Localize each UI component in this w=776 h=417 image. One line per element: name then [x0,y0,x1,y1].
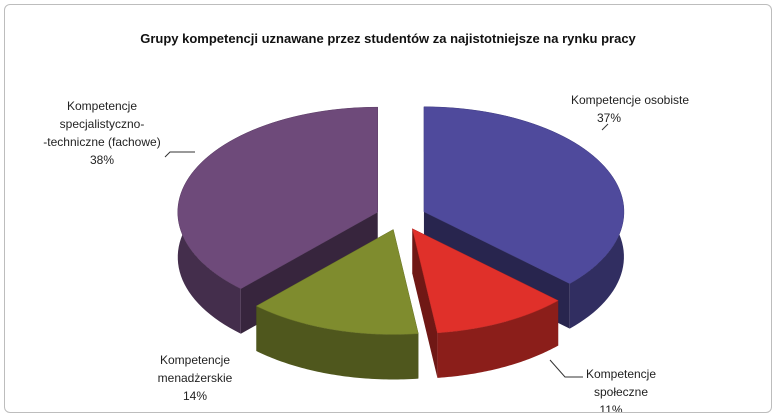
value-label: 14% [182,389,208,403]
slice-wall [256,306,419,380]
value-label: 38% [89,153,115,167]
leader-line [164,151,195,158]
chart-title: Grupy kompetencji uznawane przez student… [140,31,636,46]
slice-label: Kompetencje specjalistyczno- -techniczne… [43,99,161,149]
leader-line [549,359,583,378]
slice [177,106,379,289]
slice-wall [437,300,559,378]
slice-side [412,228,438,378]
slice [423,106,625,284]
chart-frame: Grupy kompetencji uznawane przez student… [4,4,772,413]
slice [411,228,559,334]
value-label: 11% [599,403,623,413]
leader-line [601,123,609,131]
slice-label: Kompetencje osobiste [570,93,690,107]
slice-label: Kompetencje menadżerskie [157,353,233,385]
pie-area [164,106,625,380]
slice [255,229,419,335]
value-label: 37% [596,111,622,125]
slice-label: Kompetencje społeczne [585,367,657,399]
